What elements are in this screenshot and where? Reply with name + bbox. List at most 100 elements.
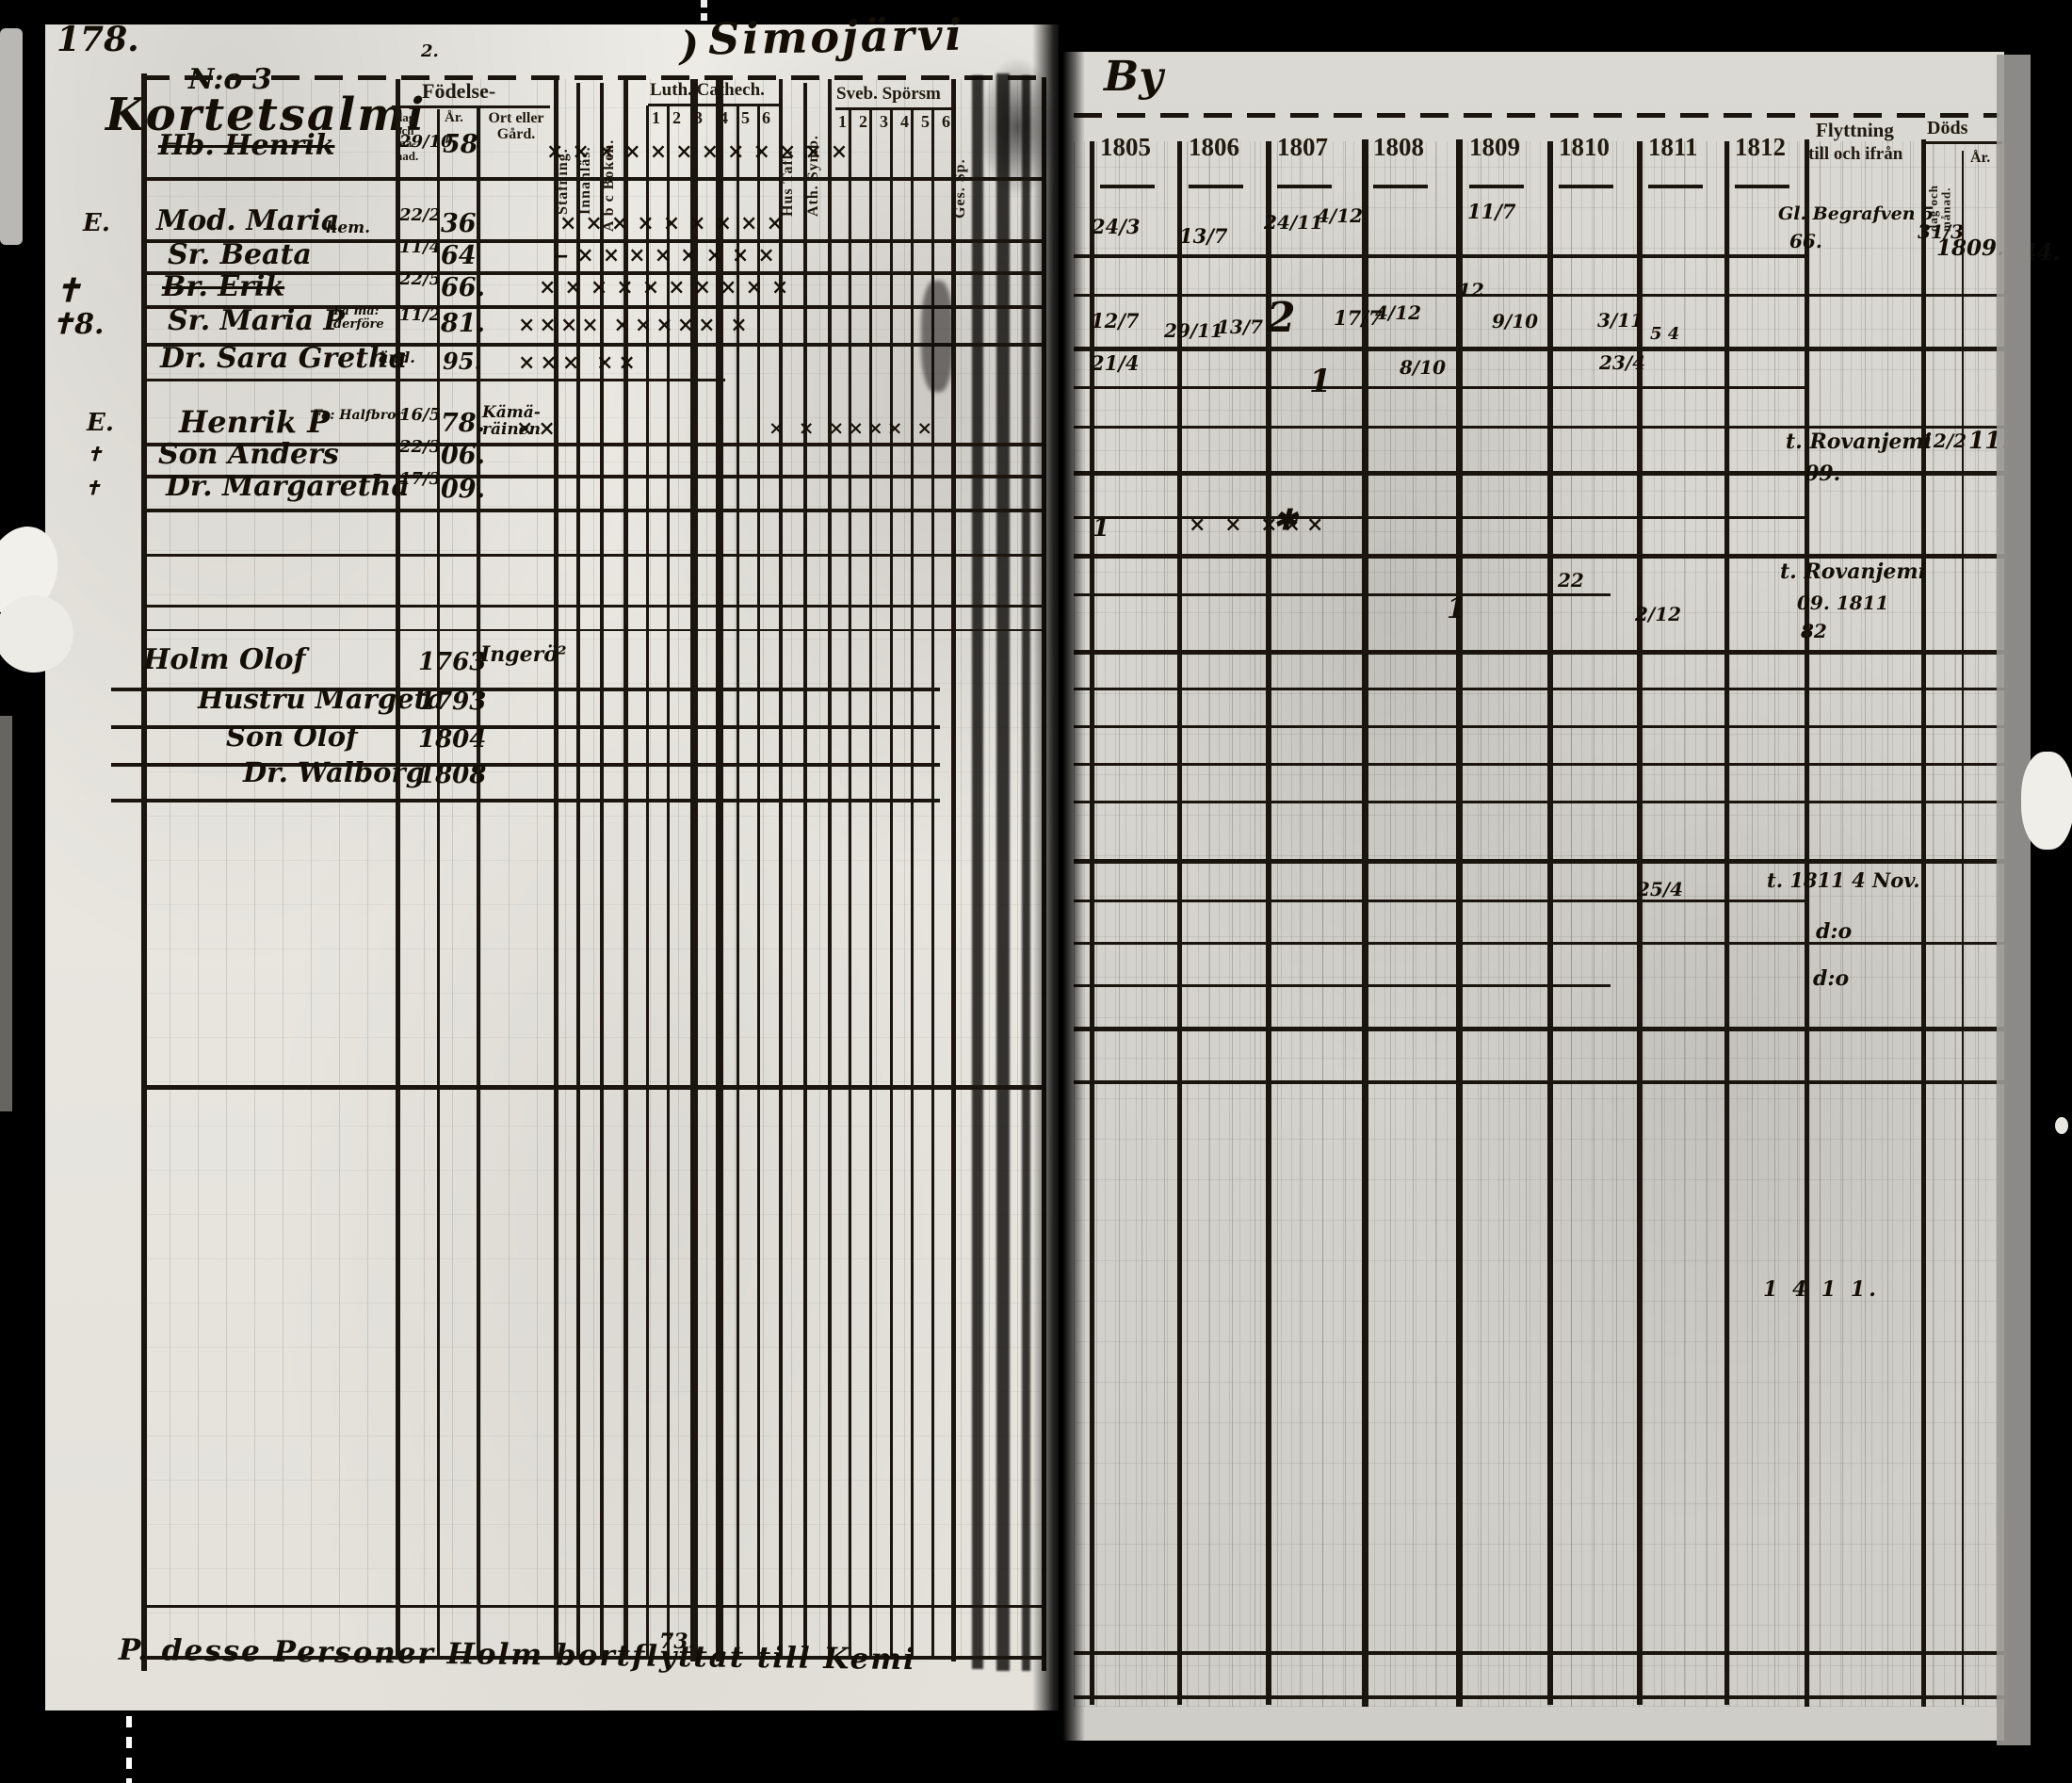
year-header: 1806 [1189, 133, 1239, 161]
year-header: 1809 [1469, 133, 1520, 161]
luth-underline [648, 104, 780, 106]
grid-line [803, 83, 807, 1658]
row-line [141, 1656, 1044, 1660]
grid-line [1637, 141, 1643, 1705]
death-header: Döds [1927, 118, 1968, 138]
person-name: Dr. Sara Gretha [160, 342, 408, 375]
birth-year-header: År. [445, 110, 463, 125]
grid-line [667, 105, 670, 1658]
grid-line [576, 83, 580, 1658]
left-film-streak [0, 716, 12, 1111]
row-line [1074, 725, 2004, 728]
communion-date: 12/7 [1091, 309, 1140, 332]
stray-mark: 2. [421, 41, 439, 61]
luth-num: 5 [741, 108, 750, 127]
row-line [141, 177, 1044, 181]
row-line [111, 688, 940, 691]
grid-line [477, 105, 480, 1658]
birth-year: 1808 [418, 761, 487, 789]
row-line [1074, 942, 2004, 945]
margin-mark: E. [87, 409, 114, 437]
birth-day: 11/2 [399, 305, 442, 325]
grid-line [396, 79, 400, 1658]
gutter-shadow [1032, 0, 1085, 1783]
grid-line [951, 79, 956, 1661]
person-note: Fa: Halfbror [313, 408, 403, 423]
communion-date: 9/10 [1492, 310, 1539, 332]
row-line [141, 271, 1044, 275]
communion-date: 4/12 [1317, 204, 1364, 227]
luth-num: 3 [694, 108, 703, 127]
communion-date: 13/7 [1179, 224, 1228, 248]
person-name: Son Anders [158, 438, 339, 471]
reading-marks: ×××× ××××× × [518, 313, 752, 337]
year-header: 1811 [1648, 133, 1698, 161]
inked-column [996, 73, 1010, 1671]
person-name: Hb. Henrik [158, 129, 335, 162]
communion-date: 24/11 [1264, 211, 1323, 234]
row-line [1074, 516, 1805, 519]
person-name: Hustru Margeta [198, 683, 445, 715]
row-line [1074, 593, 1611, 596]
death-date: 12/2 [1920, 430, 1967, 452]
row-line [141, 239, 1044, 243]
bottom-annotation-extra: 73. [659, 1629, 696, 1654]
grid-line [737, 105, 739, 1658]
year-tick [1469, 185, 1524, 188]
communion-date: 29/11 [1164, 319, 1223, 342]
person-note: Fa ma: derföre [333, 304, 384, 332]
row-line [1074, 900, 1805, 902]
top-dashed-mark [701, 0, 707, 28]
row-line [1074, 1695, 2004, 1699]
flourish-mark: 1 [1093, 514, 1110, 543]
year-header: 1807 [1277, 133, 1328, 161]
communion-date: 22 [1558, 569, 1584, 592]
person-name: Dr. Walborg [243, 756, 425, 788]
row-line [1074, 650, 2004, 655]
year-tick [1559, 185, 1613, 188]
moving-note: 82 [1801, 620, 1827, 642]
grid-line [623, 79, 628, 1658]
moving-note: 09. [1805, 462, 1841, 486]
grid-line [1177, 141, 1182, 1705]
page-number: 178. [57, 20, 139, 59]
grid-line [690, 79, 698, 1661]
birth-day: 11/4 [399, 237, 442, 257]
moving-note: t. Rovanjemi [1786, 430, 1933, 454]
row-line [1074, 471, 2004, 476]
row-line [141, 1085, 1044, 1090]
moving-note: d:o [1813, 966, 1850, 991]
row-line [1074, 984, 1611, 987]
household-name: Kortetsalmi [105, 89, 427, 141]
grid-line [1090, 141, 1094, 1705]
row-line [141, 554, 1044, 557]
moving-header-2: till och ifrån [1808, 144, 1903, 164]
row-line [141, 1605, 1044, 1608]
row-line [1074, 294, 2004, 297]
row-line [1074, 1651, 2004, 1655]
birth-day-header: dag och må- nad. [396, 110, 419, 163]
communion-date: 8/10 [1400, 356, 1447, 379]
header-rule [1074, 113, 1999, 118]
moving-note: d:o [1816, 919, 1853, 944]
gutter-smudge [978, 57, 1057, 198]
person-name: Br. Erik [162, 270, 285, 303]
row-line [141, 475, 1044, 478]
grid-line [757, 105, 760, 1658]
year-tick [1648, 185, 1703, 188]
luth-num: 2 [672, 108, 681, 127]
year-header: 1810 [1559, 133, 1610, 161]
year-header: 1812 [1735, 133, 1786, 161]
communion-date: 4/12 [1375, 301, 1422, 324]
luth-num: 1 [652, 108, 660, 127]
birth-year: 1804 [418, 725, 487, 754]
communion-date: 2/12 [1635, 603, 1682, 625]
grid-line [1962, 151, 1964, 1705]
birth-underline [392, 105, 550, 108]
grid-line [437, 109, 440, 1658]
reading-marks: ×××××××××××× [546, 139, 857, 164]
moving-note: Gl. Begrafven 5 [1778, 203, 1934, 224]
person-name: Henrik P [179, 404, 331, 440]
year-tick [1735, 185, 1789, 188]
grid-line [554, 79, 558, 1658]
